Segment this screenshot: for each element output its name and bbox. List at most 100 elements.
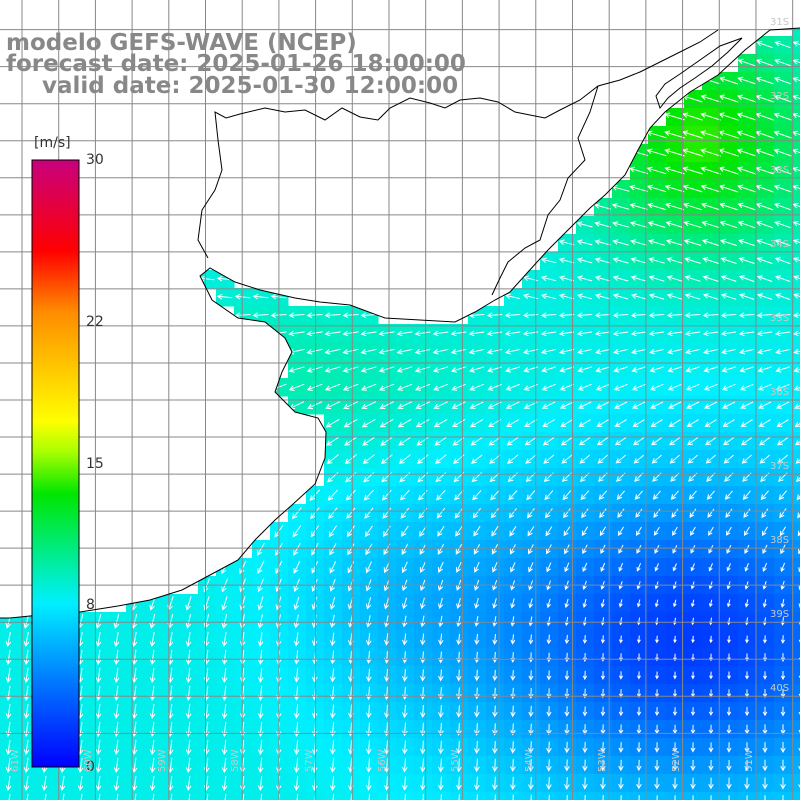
wind-arrow — [560, 419, 574, 427]
wind-arrow — [618, 635, 623, 644]
wind-arrow — [762, 671, 768, 680]
wind-arrow — [526, 490, 536, 501]
wind-arrow — [690, 526, 696, 536]
wind-arrow — [756, 239, 773, 247]
wind-arrow — [23, 649, 30, 666]
wind-arrow — [350, 794, 353, 800]
wind-arrow — [792, 203, 800, 209]
wind-arrow — [684, 257, 701, 264]
wind-arrow — [728, 795, 730, 800]
field-cell — [792, 522, 800, 541]
wind-arrow — [672, 544, 678, 554]
wind-arrow — [667, 348, 683, 355]
wind-arrow — [528, 634, 534, 645]
wind-arrow — [612, 257, 629, 264]
wind-arrow — [578, 419, 591, 427]
wind-arrow — [311, 543, 319, 556]
wind-arrow — [599, 508, 607, 519]
wind-arrow — [324, 330, 341, 337]
wind-arrow — [708, 742, 714, 753]
field-cell — [792, 540, 800, 559]
wind-arrow — [649, 348, 665, 355]
wind-arrow — [365, 561, 372, 574]
wind-arrow — [546, 616, 552, 627]
latitude-label: 39S — [770, 609, 790, 621]
wind-arrow — [558, 293, 575, 300]
wind-arrow — [692, 795, 694, 800]
wind-arrow — [116, 793, 119, 800]
wind-arrow — [278, 793, 281, 800]
wind-arrow — [368, 794, 371, 800]
wind-arrow — [654, 742, 660, 753]
wind-arrow — [577, 383, 592, 391]
wind-arrow — [546, 777, 552, 790]
wind-arrow — [630, 239, 647, 246]
wind-arrow — [564, 706, 570, 717]
wind-arrow — [757, 348, 772, 355]
wind-arrow — [384, 704, 390, 719]
wind-arrow — [492, 776, 498, 791]
colorbar-tick-label: 22 — [86, 313, 104, 330]
wind-arrow — [420, 776, 426, 791]
wind-arrow — [474, 561, 480, 573]
wind-arrow — [600, 706, 606, 717]
wind-arrow — [260, 793, 263, 800]
wind-arrow — [654, 544, 660, 554]
wind-arrow — [775, 275, 791, 282]
wind-arrow — [672, 563, 677, 572]
field-cell — [792, 414, 800, 433]
wind-arrow — [720, 312, 737, 319]
wind-arrow — [380, 436, 394, 446]
wind-arrow — [542, 419, 556, 428]
wind-arrow — [708, 777, 714, 790]
wind-arrow — [257, 686, 264, 701]
wind-arrow — [292, 507, 302, 520]
wind-arrow — [797, 512, 800, 519]
wind-arrow — [576, 239, 593, 246]
wind-arrow — [737, 94, 757, 103]
wind-arrow — [257, 560, 265, 575]
wind-arrow — [650, 401, 664, 409]
wind-arrow — [221, 739, 228, 756]
wind-arrow — [703, 366, 718, 373]
wind-arrow — [470, 454, 483, 464]
wind-arrow — [329, 650, 336, 665]
wind-arrow — [544, 490, 554, 501]
wind-arrow — [329, 543, 337, 556]
wind-arrow — [564, 634, 570, 645]
wind-arrow — [582, 562, 588, 573]
wind-arrow — [309, 489, 321, 501]
wind-arrow — [682, 130, 704, 139]
wind-arrow — [293, 650, 300, 665]
field-cell — [792, 684, 800, 703]
wind-arrow — [792, 221, 800, 227]
wind-arrow — [720, 330, 737, 337]
wind-arrow — [149, 775, 156, 792]
longitude-label: 56W — [376, 749, 388, 772]
latitude-label: 40S — [770, 683, 790, 695]
wind-arrow — [780, 544, 786, 555]
wind-arrow — [257, 614, 264, 629]
wind-arrow — [682, 166, 703, 175]
wind-arrow — [651, 454, 662, 464]
wind-arrow — [564, 723, 570, 736]
wind-arrow — [206, 793, 209, 800]
wind-arrow — [672, 777, 678, 790]
wind-arrow — [131, 775, 138, 792]
wind-arrow — [307, 401, 323, 410]
wind-arrow — [594, 275, 611, 282]
wind-arrow — [618, 689, 624, 698]
wind-arrow — [343, 401, 359, 410]
wind-arrow — [685, 383, 700, 391]
wind-arrow — [396, 366, 413, 373]
colorbar-tick-label: 30 — [86, 152, 104, 168]
wind-arrow — [342, 383, 359, 391]
wind-arrow — [582, 706, 588, 717]
wind-arrow — [401, 525, 409, 537]
wind-arrow — [792, 77, 800, 83]
wind-arrow — [416, 454, 429, 464]
wind-arrow — [612, 239, 629, 246]
wind-arrow — [540, 330, 557, 337]
wind-arrow — [149, 685, 156, 702]
wind-arrow — [672, 526, 678, 536]
